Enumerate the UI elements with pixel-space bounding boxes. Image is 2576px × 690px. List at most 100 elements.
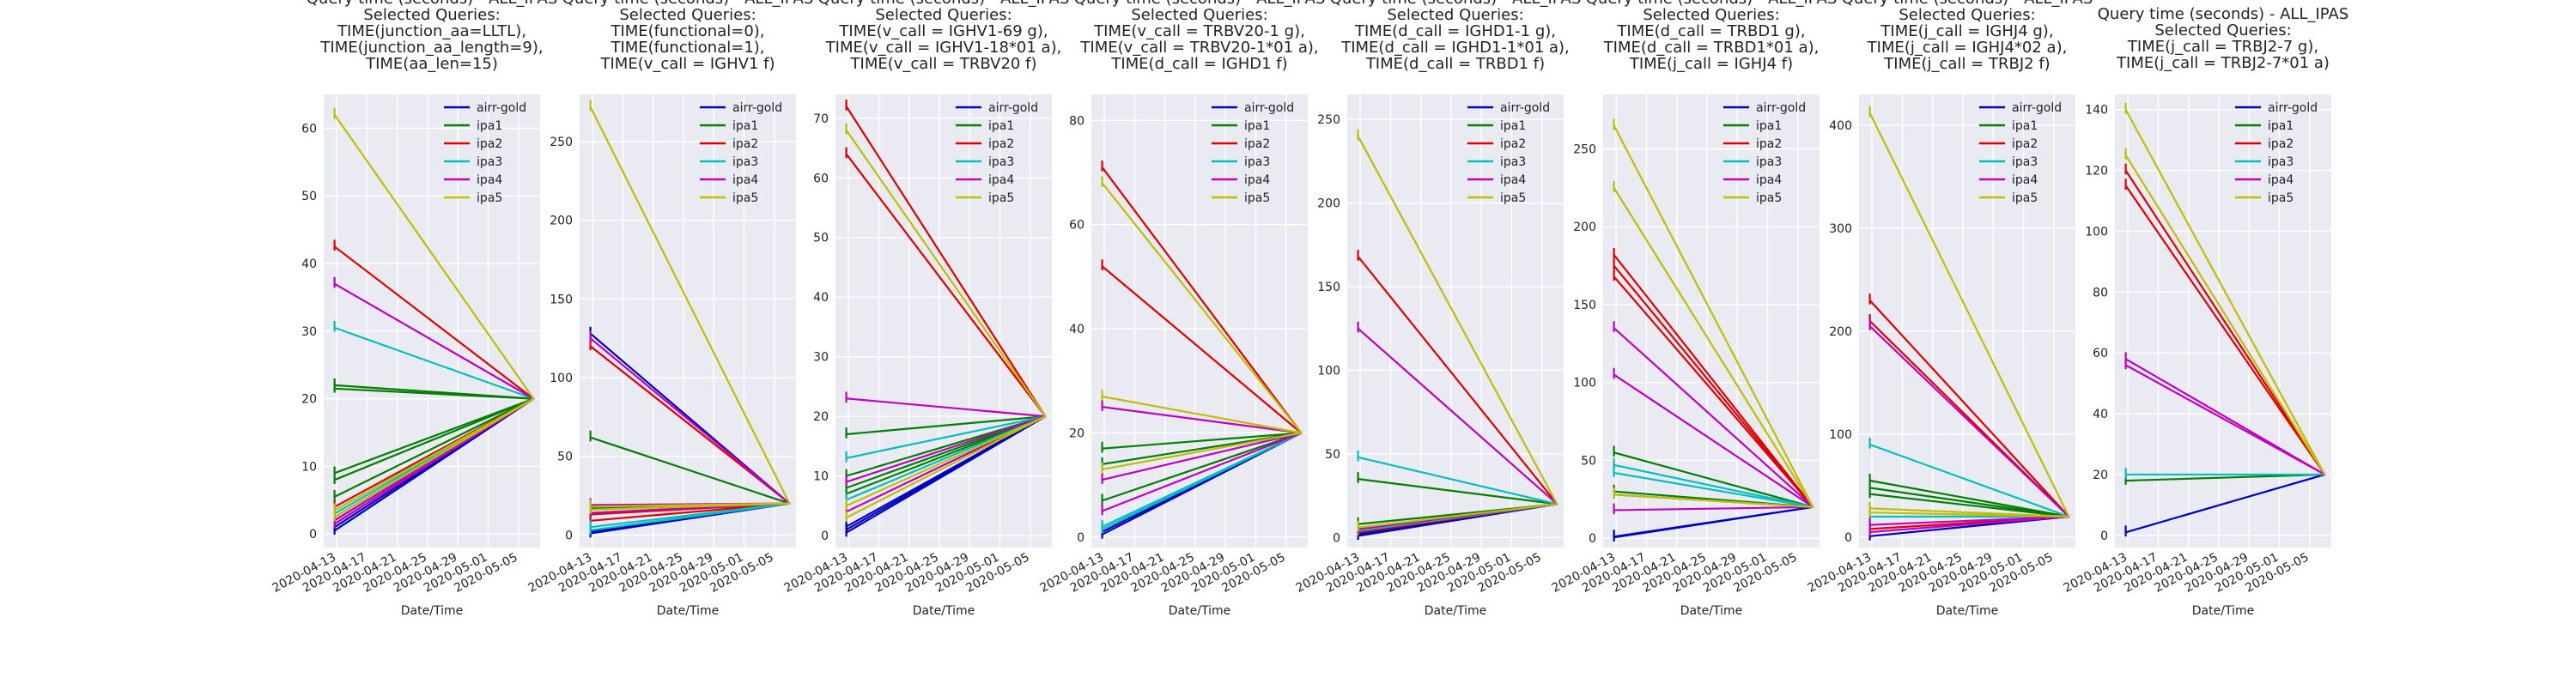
chart-title-line: Selected Queries: xyxy=(875,6,1012,24)
y-tick-label: 50 xyxy=(1325,448,1340,462)
series-ipa2 xyxy=(1613,247,1814,508)
chart-title-line: Selected Queries: xyxy=(363,6,500,24)
legend-entry: ipa5 xyxy=(477,191,502,205)
legend-entry: ipa1 xyxy=(1500,119,1526,133)
legend-entry: ipa1 xyxy=(2012,119,2038,133)
y-tick-label: 100 xyxy=(1317,364,1340,378)
plot-area xyxy=(1091,94,1308,548)
legend-entry: ipa5 xyxy=(1500,191,1526,205)
legend-entry: airr-gold xyxy=(2268,101,2318,115)
series-ipa3 xyxy=(1101,432,1303,534)
chart-title-line: Query time (seconds) - ALL_IPAS xyxy=(307,0,558,8)
chart-title-line: Query time (seconds) - ALL_IPAS xyxy=(1586,0,1838,8)
legend-entry: ipa5 xyxy=(732,191,758,205)
x-axis-label: Date/Time xyxy=(1936,604,1998,618)
legend-entry: ipa3 xyxy=(988,155,1014,169)
series-line xyxy=(1868,515,2070,534)
legend-entry: ipa2 xyxy=(1500,137,1526,151)
series-line xyxy=(1868,443,2070,518)
y-tick-label: 30 xyxy=(813,351,829,365)
series-line xyxy=(1101,432,1303,471)
chart-panel-4: 0204060802020-04-132020-04-172020-04-212… xyxy=(1038,0,1326,618)
legend-entry: ipa2 xyxy=(477,137,502,151)
legend-entry: ipa1 xyxy=(732,119,758,133)
chart-panel-8: 0204060801001201402020-04-132020-04-1720… xyxy=(2062,5,2349,618)
chart-title-line: Selected Queries: xyxy=(2154,21,2291,39)
legend-entry: airr-gold xyxy=(1756,101,1806,115)
legend-entry: ipa1 xyxy=(477,119,502,133)
y-tick-label: 200 xyxy=(550,215,573,228)
series-line xyxy=(2124,169,2326,476)
series-ipa5 xyxy=(1868,106,2070,518)
legend-entry: ipa4 xyxy=(988,173,1014,187)
chart-title-line: TIME(j_call = TRBJ2-7*01 a) xyxy=(2116,54,2330,72)
series-line xyxy=(589,502,791,529)
y-tick-label: 20 xyxy=(2093,469,2108,482)
y-tick-label: 250 xyxy=(1317,113,1340,127)
plot-area xyxy=(580,94,796,548)
chart-title-line: TIME(j_call = IGHJ4 f) xyxy=(1629,55,1793,73)
chart-title-line: TIME(v_call = IGHV1 f) xyxy=(600,55,775,73)
series-line xyxy=(1868,112,2070,518)
legend-entry: ipa2 xyxy=(2012,137,2038,151)
series-line xyxy=(845,415,1047,436)
series-line xyxy=(1613,253,1814,508)
plot-area xyxy=(1859,94,2075,548)
legend-entry: airr-gold xyxy=(732,101,782,115)
y-tick-label: 0 xyxy=(309,528,317,542)
chart-title-line: TIME(v_call = TRBV20-1 g), xyxy=(1093,22,1305,40)
legend-entry: ipa4 xyxy=(1500,173,1526,187)
series-line xyxy=(2124,154,2326,476)
legend-entry: ipa1 xyxy=(1244,119,1270,133)
legend-entry: ipa4 xyxy=(2268,173,2293,187)
legend-entry: ipa1 xyxy=(2268,119,2293,133)
legend-entry: ipa4 xyxy=(2012,173,2038,187)
series-ipa3 xyxy=(2124,468,2326,479)
series-ipa3 xyxy=(1613,457,1814,508)
legend-entry: ipa5 xyxy=(1244,191,1270,205)
legend-entry: ipa3 xyxy=(732,155,758,169)
legend: airr-gold ipa1 ipa2 ipa3 ipa4 ipa5 xyxy=(2235,101,2318,205)
series-line xyxy=(589,502,791,522)
series-line xyxy=(333,245,535,400)
series-line xyxy=(333,397,535,518)
chart-panel-1: 01020304050602020-04-132020-04-172020-04… xyxy=(270,0,558,618)
legend: airr-gold ipa1 ipa2 ipa3 ipa4 ipa5 xyxy=(1467,101,1550,205)
series-line xyxy=(845,105,1047,418)
chart-title-line: TIME(j_call = TRBJ2 f) xyxy=(1883,55,2050,73)
chart-panel-6: 0501001502002502020-04-132020-04-172020-… xyxy=(1550,0,1838,618)
chart-panel-3: 0102030405060702020-04-132020-04-172020-… xyxy=(782,0,1070,618)
legend-entry: ipa5 xyxy=(988,191,1014,205)
series-ipa5 xyxy=(333,107,535,522)
series-ipa5 xyxy=(589,100,791,514)
legend-entry: ipa2 xyxy=(1244,137,1270,151)
series-line xyxy=(333,326,535,400)
legend-entry: ipa4 xyxy=(732,173,758,187)
series-line xyxy=(845,397,1047,418)
legend-entry: ipa4 xyxy=(1244,173,1270,187)
series-ipa5 xyxy=(1101,176,1303,474)
series-line xyxy=(1868,299,2070,518)
legend-entry: ipa4 xyxy=(477,173,502,187)
y-tick-label: 0 xyxy=(565,529,573,542)
chart-title-line: Selected Queries: xyxy=(1387,6,1523,24)
y-tick-label: 0 xyxy=(1589,532,1596,546)
chart-title-line: Query time (seconds) - ALL_IPAS xyxy=(818,0,1070,8)
legend-entry: ipa2 xyxy=(988,137,1014,151)
y-tick-label: 50 xyxy=(557,451,573,464)
chart-title-line: TIME(functional=0), xyxy=(610,22,764,40)
y-tick-label: 100 xyxy=(1829,428,1852,442)
chart-title-line: Selected Queries: xyxy=(1131,6,1267,24)
chart-title-line: TIME(d_call = IGHD1-1*01 a), xyxy=(1340,39,1570,57)
series-line xyxy=(1613,373,1814,508)
chart-title-line: Query time (seconds) - ALL_IPAS xyxy=(1842,0,2093,8)
series-line xyxy=(1101,432,1303,512)
chart-title-line: Selected Queries: xyxy=(1899,6,2035,24)
legend-entry: ipa3 xyxy=(1244,155,1270,169)
x-axis-label: Date/Time xyxy=(657,604,719,618)
series-line xyxy=(1101,432,1303,502)
series-line xyxy=(845,415,1047,507)
y-tick-label: 70 xyxy=(813,112,829,126)
chart-title-line: Query time (seconds) - ALL_IPAS xyxy=(2098,5,2349,23)
